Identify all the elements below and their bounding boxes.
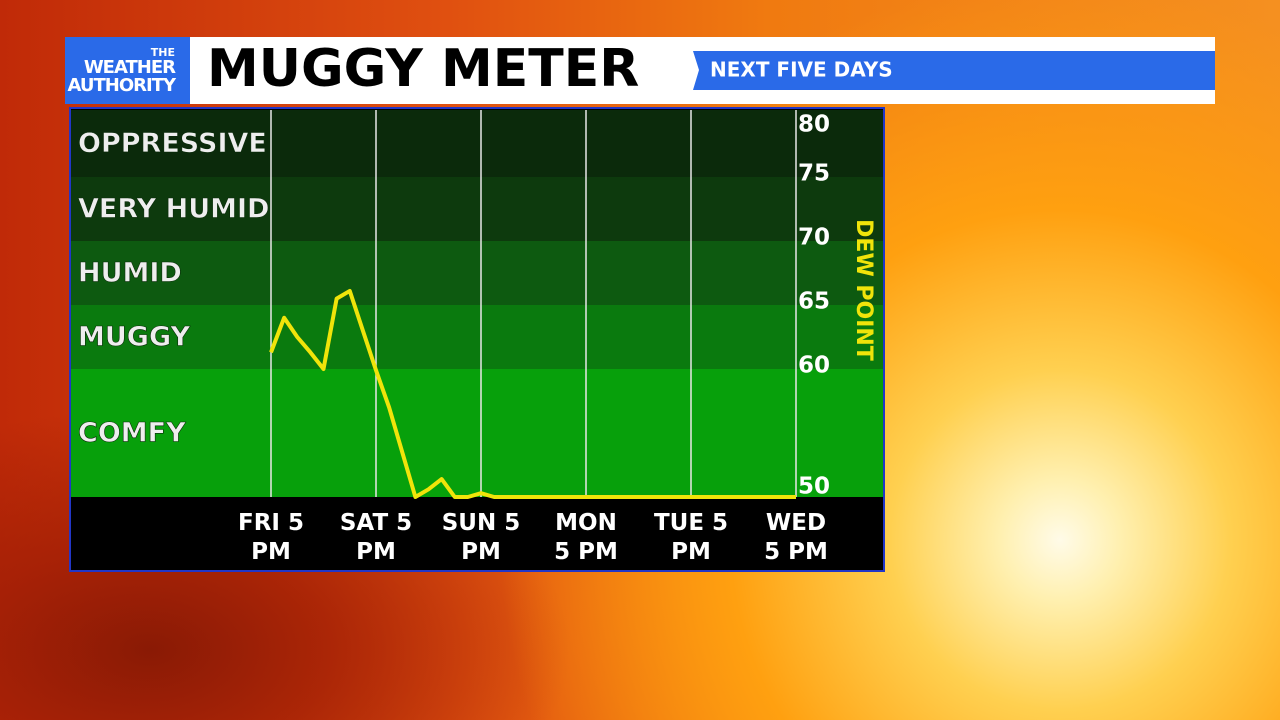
logo-line: AUTHORITY [67,75,176,96]
band-label: VERY HUMID [78,194,269,225]
y-tick-label: 70 [798,225,830,251]
band-label: COMFY [78,418,186,449]
x-tick-label: SAT 5 PM [339,510,413,565]
subtitle: NEXT FIVE DAYS [710,58,893,82]
y-tick-label: 80 [798,112,830,138]
band [71,241,883,305]
band [71,305,883,369]
y-tick-label: 65 [798,289,830,315]
band-label: MUGGY [78,322,191,353]
band-label: OPPRESSIVE [78,128,267,159]
y-tick-label: 75 [798,161,830,187]
x-tick-label: SUN 5 PM [441,510,521,565]
subtitle-banner [693,51,1215,90]
y-axis-label: DEW POINT [851,219,876,361]
chart-title: MUGGY METER [207,39,639,99]
x-tick-label: WED 5 PM [764,510,828,565]
band [71,369,883,497]
logo-box [65,37,190,104]
band-label: HUMID [78,258,182,289]
x-tick-label: TUE 5 PM [653,510,729,565]
y-tick-label: 50 [798,474,830,500]
logo-line: WEATHER [84,57,176,78]
band [71,110,883,177]
band [71,177,883,241]
x-tick-label: FRI 5 PM [238,510,304,565]
logo-line: THE [151,46,175,59]
y-tick-label: 60 [798,353,830,379]
dew-point-line [269,288,796,499]
x-tick-label: MON 5 PM [554,510,618,565]
